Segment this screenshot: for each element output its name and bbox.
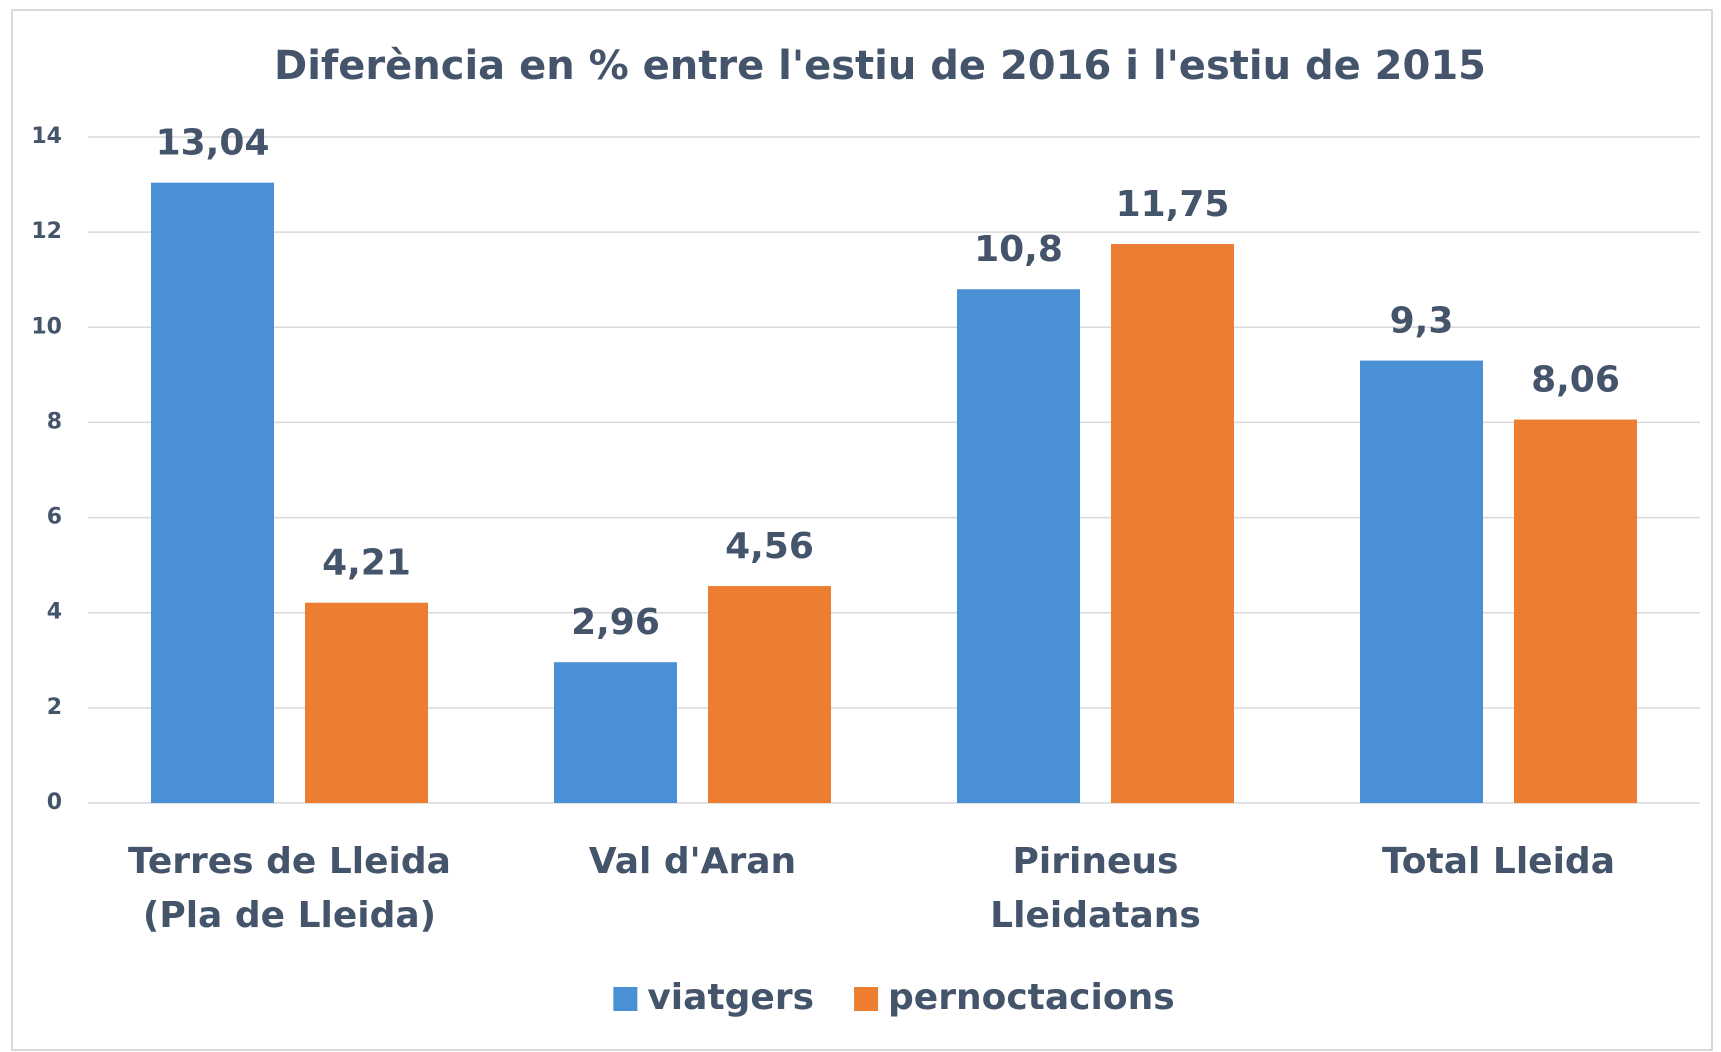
bar	[957, 289, 1080, 803]
bar	[1514, 419, 1637, 803]
data-label: 9,3	[1390, 301, 1454, 342]
y-tick-label: 10	[31, 314, 62, 339]
bar	[151, 182, 274, 803]
data-label: 2,96	[571, 602, 660, 643]
data-label: 13,04	[156, 123, 270, 164]
y-tick-label: 8	[47, 409, 62, 434]
y-tick-label: 4	[47, 600, 62, 625]
legend-swatch	[854, 987, 879, 1011]
data-label: 8,06	[1531, 360, 1620, 401]
bar	[1111, 244, 1234, 804]
y-tick-label: 6	[47, 505, 62, 530]
x-tick-label: Pirineus Lleidatans	[990, 841, 1201, 936]
bar	[708, 586, 831, 803]
chart-title: Diferència en % entre l'estiu de 2016 i …	[274, 43, 1486, 89]
data-label: 4,21	[322, 543, 411, 584]
bar	[554, 662, 677, 803]
data-label: 10,8	[974, 229, 1063, 270]
x-tick-label: Total Lleida	[1382, 841, 1615, 882]
y-tick-label: 0	[47, 790, 62, 815]
y-tick-label: 14	[31, 124, 62, 149]
legend-swatch	[613, 987, 638, 1011]
legend-label: pernoctacions	[888, 977, 1175, 1018]
bar	[305, 602, 428, 803]
x-tick-label: Val d'Aran	[588, 841, 797, 882]
data-label: 11,75	[1116, 184, 1230, 225]
x-tick-label: Terres de Lleida (Pla de Lleida)	[128, 841, 451, 936]
bar	[1360, 360, 1483, 803]
y-tick-label: 12	[31, 219, 62, 244]
data-label: 4,56	[725, 526, 814, 567]
y-tick-label: 2	[47, 695, 62, 720]
legend-label: viatgers	[647, 977, 814, 1018]
